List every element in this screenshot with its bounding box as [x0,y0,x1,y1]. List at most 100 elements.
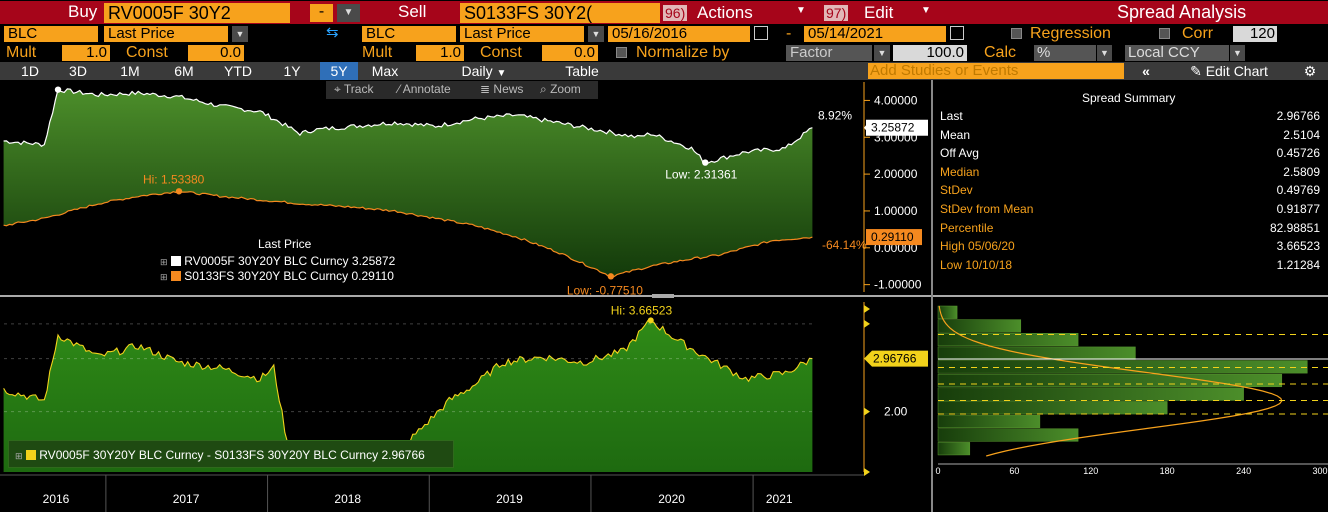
extreme-label: Low: 2.31361 [665,168,737,182]
expand-icon: ⊞ [160,257,168,267]
range-button-3d[interactable]: 3D [69,63,87,79]
extreme-label: Hi: 1.53380 [143,172,205,186]
buy-label: Buy [68,2,98,21]
summary-row: StDev from Mean 0.91877 [940,200,1320,219]
summary-row-value: 2.96766 [1276,109,1320,123]
price-field2-dropdown-icon[interactable]: ▼ [588,26,604,42]
actions-chevron-icon: ▼ [796,5,806,16]
summary-row: Percentile 82.98851 [940,219,1320,238]
summary-row: Low 10/10/18 1.21284 [940,256,1320,275]
normalize-checkbox[interactable] [616,47,627,58]
mult1-input[interactable]: 1.0 [62,45,110,61]
summary-row-value: 0.91877 [1276,202,1320,216]
sell-ticker-input[interactable]: S0133FS 30Y2( [460,3,660,23]
summary-row-value: 82.98851 [1269,220,1320,235]
extreme-label: Low: -0.77510 [567,283,643,297]
mult1-label: Mult [6,44,37,61]
summary-row-value: 0.49769 [1276,183,1320,198]
calc-dropdown-icon[interactable]: ▼ [1097,45,1112,61]
spread-last-tag [864,350,928,367]
operator-dropdown-icon[interactable]: ▼ [337,4,360,22]
buy-ticker-input[interactable]: RV0005F 30Y2 [104,3,290,23]
mult2-input[interactable]: 1.0 [416,45,464,61]
news-label: News [493,82,524,96]
crosshair-icon: ⌖ [334,82,341,96]
range-button-6m[interactable]: 6M [174,63,194,79]
y-tick-label: 4.00000 [874,93,918,107]
spread-series-value: 2.96766 [381,448,425,462]
spread-high-label: Hi: 3.66523 [611,303,673,317]
source2-field[interactable]: BLC [362,26,456,42]
range-button-1d[interactable]: 1D [21,63,39,79]
const1-input[interactable]: 0.0 [188,45,244,61]
summary-row: High 05/06/20 3.66523 [940,237,1320,256]
range-button-max[interactable]: Max [371,63,399,79]
range-button-1y[interactable]: 1Y [283,63,301,79]
edit-menu[interactable]: 97) Edit ▼ [822,3,942,23]
factor-input[interactable]: 100.0 [893,45,967,61]
minus-operator-select[interactable]: - [310,4,333,22]
table-button[interactable]: Table [565,63,599,79]
actions-menu[interactable]: 96) Actions ▼ [663,3,813,23]
zoom-tool[interactable]: ⌕ Zoom [540,82,581,97]
histogram-bar [937,346,1136,360]
currency-dropdown-icon[interactable]: ▼ [1230,45,1245,61]
summary-row-label: StDev from Mean [940,202,1034,216]
pen-icon: ⁄ [398,82,401,96]
corr-checkbox[interactable] [1159,28,1170,39]
histogram-bar [937,360,1308,374]
news-tool[interactable]: ≣ News [480,82,523,96]
end-calendar-icon[interactable] [950,26,964,40]
regression-label: Regression [1030,25,1111,42]
start-calendar-icon[interactable] [754,26,768,40]
histogram-x-tick: 120 [1083,466,1098,476]
normalize-dropdown-icon[interactable]: ▼ [874,45,890,61]
y-tick-label: 2.00 [884,405,908,419]
range-button-5y[interactable]: 5Y [320,62,358,80]
end-date-input[interactable]: 05/14/2021 [804,26,946,42]
price-field2-select[interactable]: Last Price [460,26,584,42]
source1-field[interactable]: BLC [4,26,98,42]
summary-row: Off Avg 0.45726 [940,144,1320,163]
price-field1-select[interactable]: Last Price [104,26,228,42]
currency-select[interactable]: Local CCY [1125,45,1229,61]
summary-row-label: Low 10/10/18 [940,257,1013,272]
range-button-1m[interactable]: 1M [120,63,140,79]
histogram-x-tick: 300 [1312,466,1327,476]
const2-input[interactable]: 0.0 [542,45,598,61]
frequency-select[interactable]: Daily ▼ [440,62,528,80]
summary-row: Mean 2.5104 [940,126,1320,145]
frequency-label: Daily [461,63,493,79]
regression-checkbox[interactable] [1011,28,1022,39]
track-tool[interactable]: ⌖ Track [334,82,373,97]
range-button-ytd[interactable]: YTD [224,63,252,79]
corr-window-input[interactable]: 120 [1233,26,1277,42]
calc-select[interactable]: % [1034,45,1096,61]
edit-chart-button[interactable]: ✎ Edit Chart [1164,62,1294,80]
legend-item-series1[interactable]: ⊞ RV0005F 30Y20Y BLC Curncy 3.25872 [160,254,395,268]
normalize-method-select[interactable]: Factor [786,45,872,61]
spread-high-marker [647,317,654,324]
zoom-label: Zoom [550,82,581,96]
add-studies-input[interactable]: Add Studies or Events [868,63,1124,79]
chart-tools: ⌖ Track ⁄ Annotate ≣ News ⌕ Zoom [326,81,598,99]
y-tick-label: -1.00000 [874,278,922,292]
settings-gear-icon[interactable]: ⚙ [1303,63,1317,79]
histogram-bar [937,401,1168,415]
legend-item-series2[interactable]: ⊞ S0133FS 30Y20Y BLC Curncy 0.29110 [160,269,394,283]
collapse-panel-icon[interactable]: « [1142,63,1150,79]
price-field1-dropdown-icon[interactable]: ▼ [232,26,248,42]
annotate-tool[interactable]: ⁄ Annotate [398,82,451,96]
spread-legend[interactable]: ⊞ RV0005F 30Y20Y BLC Curncy - S0133FS 30… [8,440,454,468]
price-spread-fill [3,88,813,277]
swap-arrows-icon[interactable]: ⇆ [326,24,339,41]
magnifier-icon: ⌕ [540,82,547,96]
chart-axes: 4.000003.000002.000001.000000.00000-1.00… [0,80,1328,512]
histogram-bar [937,442,971,456]
start-date-input[interactable]: 05/16/2016 [608,26,750,42]
track-label: Track [343,82,374,96]
edit-number: 97) [824,5,849,21]
summary-title: Spread Summary [1082,91,1176,105]
histogram-x-tick: 60 [1009,466,1019,476]
frequency-chevron-icon: ▼ [496,68,507,79]
